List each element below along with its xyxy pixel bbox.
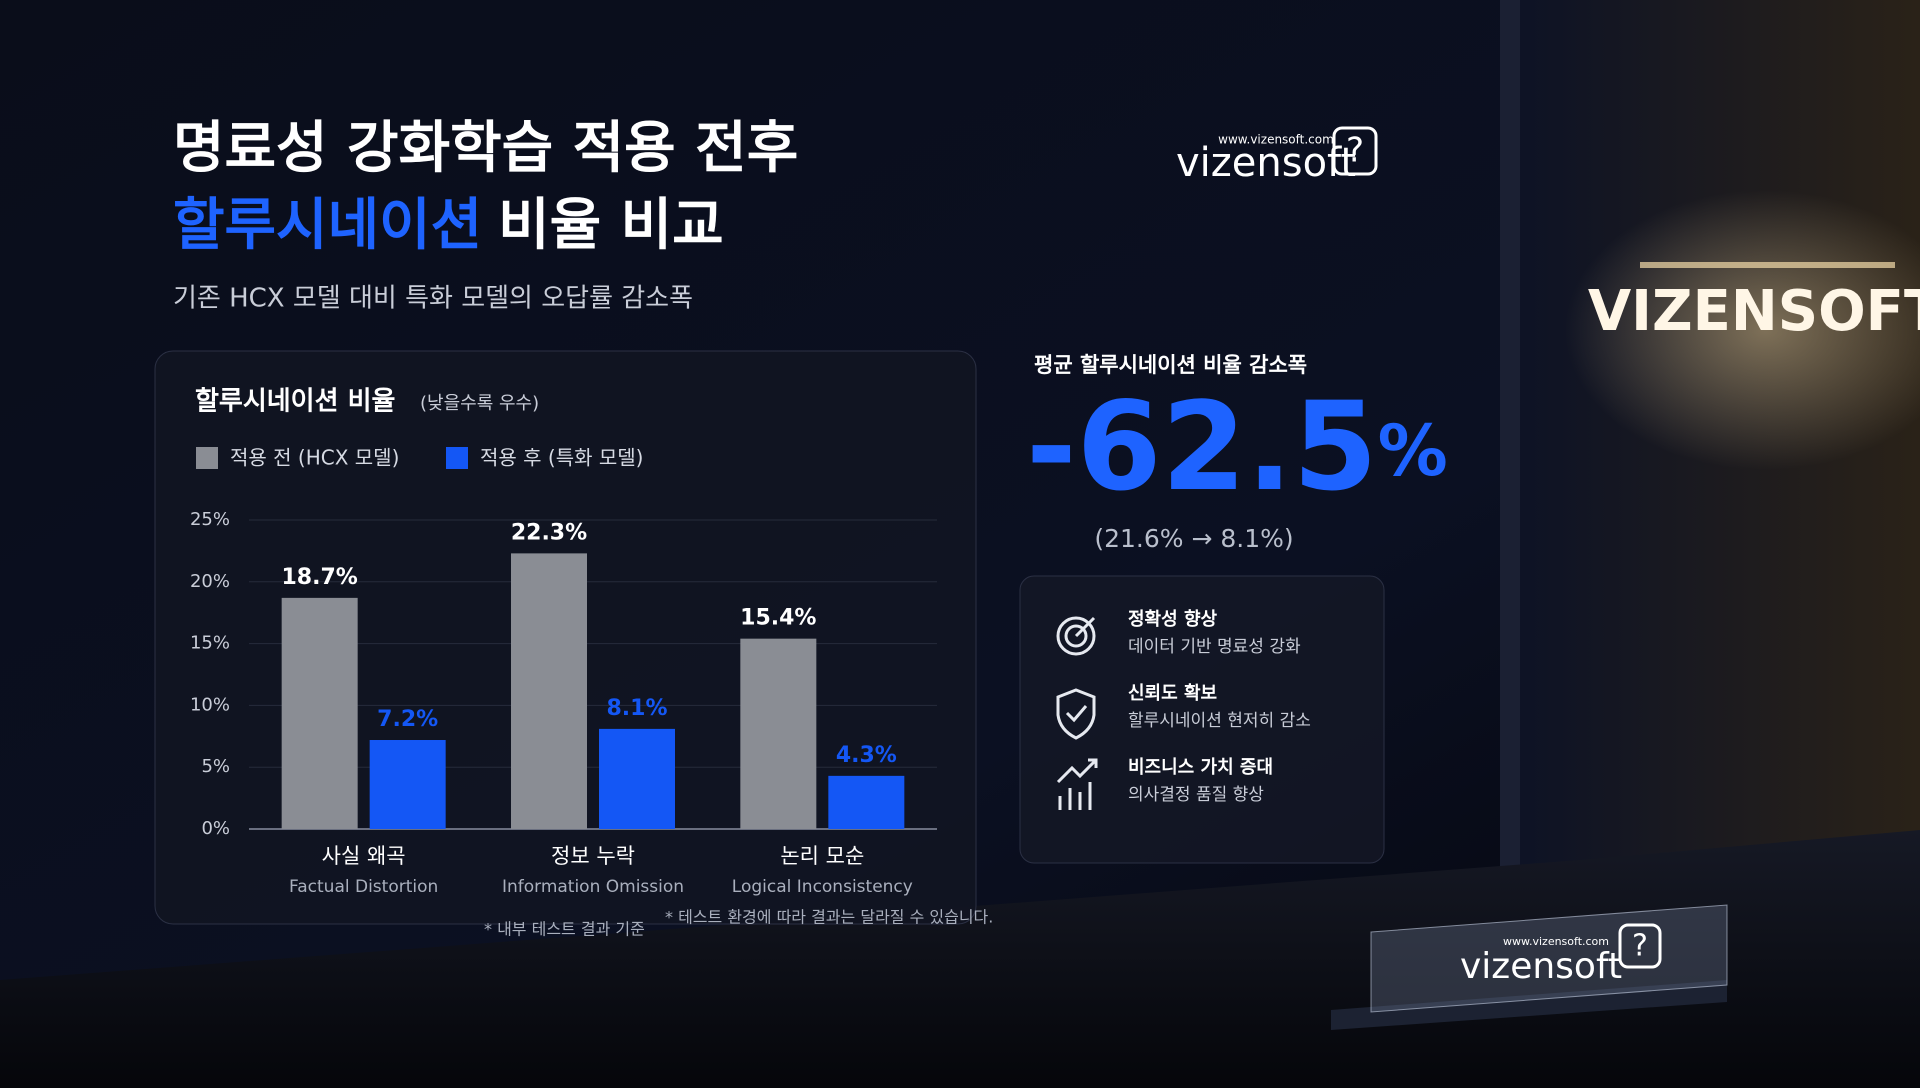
title-line2: 할루시네이션 비율 비교 <box>173 193 724 258</box>
y-tick-label: 10% <box>190 694 230 715</box>
value-label: 15.4% <box>740 606 816 631</box>
sign-glow <box>1565 190 1920 470</box>
title-highlight: 할루시네이션 <box>173 193 482 258</box>
stat-value: -62.5% <box>1026 376 1448 518</box>
legend-swatch <box>196 447 218 469</box>
plaque-glass <box>1370 904 1728 1013</box>
benefit-desc: 의사결정 품질 향상 <box>1128 785 1264 805</box>
bar <box>369 740 446 829</box>
benefits-panel <box>1019 575 1385 864</box>
growth-icon <box>1056 758 1098 784</box>
target-arrow <box>1074 616 1096 638</box>
stat-detail: (21.6% → 8.1%) <box>1094 524 1293 553</box>
pillar <box>1500 0 1520 1088</box>
logo-name: vizensoft <box>1176 140 1356 186</box>
logo-url: www.vizensoft.com <box>1218 133 1334 147</box>
value-label: 8.1% <box>606 696 667 721</box>
bar <box>599 728 675 829</box>
desk <box>0 830 1920 1088</box>
light-strip <box>1640 262 1895 268</box>
shield-icon <box>1056 688 1096 740</box>
x-tick-label: 정보 누락 <box>551 844 635 868</box>
growth-bars <box>1058 782 1092 810</box>
chart-title: 할루시네이션 비율 <box>195 387 395 417</box>
bar <box>281 597 358 829</box>
x-tick-label: 사실 왜곡 <box>322 844 406 868</box>
bar <box>740 638 817 829</box>
value-label: 22.3% <box>511 520 587 545</box>
y-tick-label: 5% <box>201 756 230 777</box>
legend-swatch <box>446 447 468 469</box>
benefit-title: 신뢰도 확보 <box>1128 683 1217 704</box>
value-label: 4.3% <box>836 743 897 768</box>
stat-number: -62.5 <box>1026 376 1378 518</box>
benefit-desc: 데이터 기반 명료성 강화 <box>1128 637 1301 657</box>
plaque-name: vizensoft <box>1460 946 1622 987</box>
x-tick-sublabel: Factual Distortion <box>289 877 438 897</box>
benefit-icons <box>1056 616 1098 810</box>
logo-icon: ? <box>1346 131 1364 171</box>
plaque-icon-frame <box>1618 923 1662 969</box>
stat-label: 평균 할루시네이션 비율 감소폭 <box>1034 353 1307 377</box>
legend-label: 적용 전 (HCX 모델) <box>230 446 399 470</box>
title-line1: 명료성 강화학습 적용 전후 <box>173 116 798 181</box>
title-rest: 비율 비교 <box>498 193 724 258</box>
target-icon <box>1056 616 1096 656</box>
chart-subtitle: (낮을수록 우수) <box>420 393 539 414</box>
stat-unit: % <box>1378 410 1448 492</box>
benefit-title: 정확성 향상 <box>1128 609 1218 630</box>
header-subtitle: 기존 HCX 모델 대비 특화 모델의 오답률 감소폭 <box>173 284 693 314</box>
x-tick-sublabel: Logical Inconsistency <box>732 877 913 897</box>
y-tick-label: 20% <box>190 571 230 592</box>
logo-icon-frame <box>1332 126 1378 176</box>
benefit-title: 비즈니스 가치 증대 <box>1128 757 1273 778</box>
plot: 적용 전 (HCX 모델) 적용 후 (특화 모델) 0% 5% 10% 15% 20% 25… <box>190 446 937 897</box>
x-tick-label: 논리 모순 <box>780 844 864 868</box>
footnote: * 테스트 환경에 따라 결과는 달라질 수 있습니다. <box>665 908 993 927</box>
bar <box>511 553 587 829</box>
y-tick-label: 25% <box>190 509 230 530</box>
y-tick-label: 15% <box>190 633 230 654</box>
benefit-desc: 할루시네이션 현저히 감소 <box>1128 711 1311 731</box>
value-label: 18.7% <box>282 565 358 590</box>
legend-label: 적용 후 (특화 모델) <box>480 446 643 470</box>
shield-check <box>1065 705 1088 723</box>
plaque-icon: ? <box>1632 929 1648 964</box>
target-icon-inner <box>1064 624 1088 648</box>
x-tick-sublabel: Information Omission <box>502 877 684 897</box>
y-tick-label: 0% <box>201 818 230 839</box>
value-label: 7.2% <box>377 707 438 732</box>
bar <box>828 775 905 829</box>
footnote: * 내부 테스트 결과 기준 <box>484 920 645 939</box>
wall-sign: VIZENSOFT <box>1588 279 1920 344</box>
plaque-url: www.vizensoft.com <box>1503 935 1609 948</box>
